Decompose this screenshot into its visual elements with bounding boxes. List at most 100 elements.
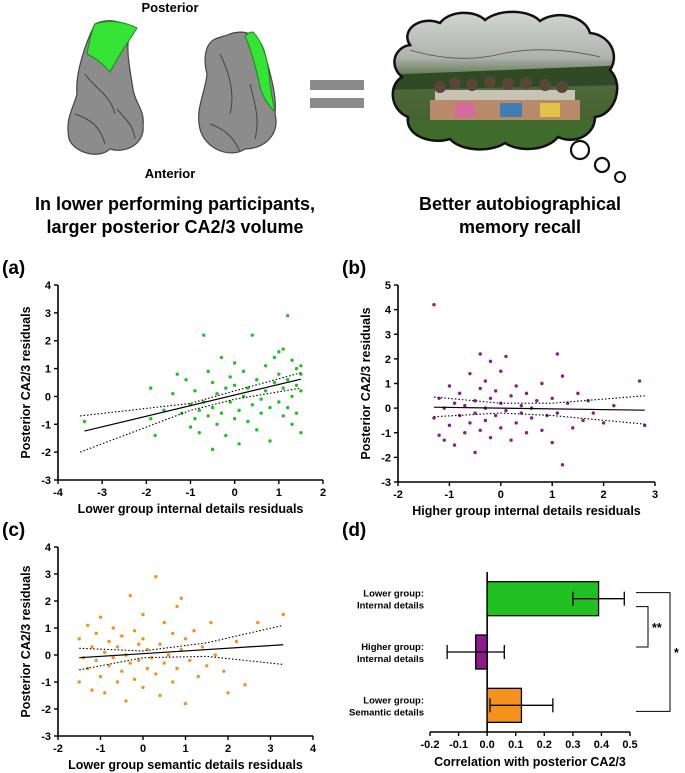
data-point	[263, 389, 268, 393]
data-point	[90, 645, 94, 649]
data-point	[206, 369, 210, 374]
data-point	[98, 674, 103, 679]
x-tick-label: -1	[96, 743, 106, 755]
bar-label-line2: Internal details	[357, 654, 424, 665]
data-point	[281, 347, 285, 351]
x-tick-label: -1	[186, 487, 196, 499]
x-tick-label: 2	[320, 487, 326, 499]
data-point	[514, 421, 518, 425]
y-tick-label: -2	[41, 447, 51, 459]
data-point	[591, 411, 596, 415]
data-point	[524, 391, 529, 396]
data-point	[437, 433, 441, 437]
left-caption-line1: In lower performing participants,	[34, 194, 316, 214]
data-point	[234, 639, 239, 644]
data-point	[524, 431, 529, 435]
data-point	[457, 391, 462, 396]
data-point	[452, 401, 457, 405]
data-point	[285, 405, 290, 410]
x-tick-label: 0.0	[479, 739, 494, 751]
data-point	[141, 637, 145, 641]
bar-label-line1: Lower group:	[363, 695, 424, 706]
data-point	[115, 680, 120, 684]
data-point	[255, 378, 259, 382]
data-point	[232, 417, 237, 421]
data-point	[158, 693, 162, 698]
x-tick-label: 0	[498, 489, 504, 501]
data-point	[175, 666, 179, 671]
data-point	[228, 400, 232, 404]
x-tick-label: 0.4	[594, 739, 610, 751]
data-point	[77, 680, 81, 684]
data-point	[213, 653, 217, 657]
y-tick-label: -3	[381, 477, 391, 489]
data-point	[468, 421, 472, 425]
data-point	[478, 352, 482, 356]
data-point	[154, 672, 158, 676]
data-point	[259, 397, 263, 401]
data-point	[103, 691, 107, 695]
data-point	[132, 629, 137, 633]
data-point	[473, 399, 477, 403]
panel-b-letter: (b)	[342, 258, 367, 279]
data-point	[162, 620, 166, 625]
data-point	[488, 435, 493, 440]
anterior-label: Anterior	[144, 166, 196, 181]
data-point	[463, 431, 467, 435]
x-tick-label: -3	[97, 487, 107, 499]
x-tick-label: 0.5	[622, 739, 637, 751]
data-point	[268, 405, 272, 410]
bar-chart-d: -0.2 -0.1 0.0 0.1 0.2 0.3 0.4 0.5 Correlation wi…	[349, 572, 679, 769]
data-point	[128, 661, 132, 665]
data-point	[555, 411, 560, 415]
x-tick-label: 0	[140, 743, 146, 755]
data-point	[158, 642, 162, 646]
left-caption-line2: larger posterior CA2/3 volume	[46, 217, 304, 237]
x-axis-label: Higher group internal details residuals	[412, 504, 641, 518]
y-tick-label: 5	[385, 280, 391, 292]
data-point	[183, 701, 188, 706]
data-point	[137, 642, 141, 646]
bar-label-line2: Semantic details	[349, 707, 424, 718]
x-tick-label: 1	[276, 487, 282, 499]
data-point	[210, 447, 215, 452]
data-point	[452, 443, 457, 447]
data-point	[540, 381, 544, 386]
data-point	[94, 658, 98, 663]
y-tick-label: -1	[381, 428, 391, 440]
data-point	[237, 408, 241, 413]
data-point	[535, 399, 539, 403]
data-point	[232, 383, 237, 387]
data-point	[483, 379, 488, 383]
x-tick-label: 4	[310, 743, 317, 755]
data-point	[281, 612, 285, 617]
data-point	[205, 664, 209, 668]
confidence-band-lower	[79, 387, 302, 453]
data-point	[86, 623, 90, 627]
data-point	[550, 396, 554, 400]
right-caption: Better autobiographical memory recall	[385, 193, 655, 239]
data-point	[179, 647, 183, 652]
data-point	[540, 428, 544, 432]
data-point	[255, 428, 259, 432]
data-point	[256, 620, 260, 625]
data-point	[193, 417, 197, 421]
data-point	[243, 683, 247, 687]
y-tick-label: 4	[385, 305, 392, 317]
x-tick-label: -4	[53, 487, 64, 499]
data-point	[149, 417, 153, 421]
data-point	[550, 440, 554, 445]
x-tick-label: 3	[652, 489, 658, 501]
data-point	[111, 626, 115, 630]
x-tick-label: 0.2	[537, 739, 552, 751]
x-axis-label: Lower group semantic details residuals	[68, 758, 303, 772]
y-tick-label: 0	[385, 403, 391, 415]
data-point	[82, 419, 87, 424]
data-point	[519, 403, 524, 408]
y-tick-label: -1	[41, 419, 51, 431]
bar-label-line1: Lower group:	[363, 589, 424, 600]
data-point	[179, 596, 183, 600]
data-point	[277, 400, 281, 404]
regression-line	[84, 378, 302, 432]
data-point	[210, 405, 215, 410]
